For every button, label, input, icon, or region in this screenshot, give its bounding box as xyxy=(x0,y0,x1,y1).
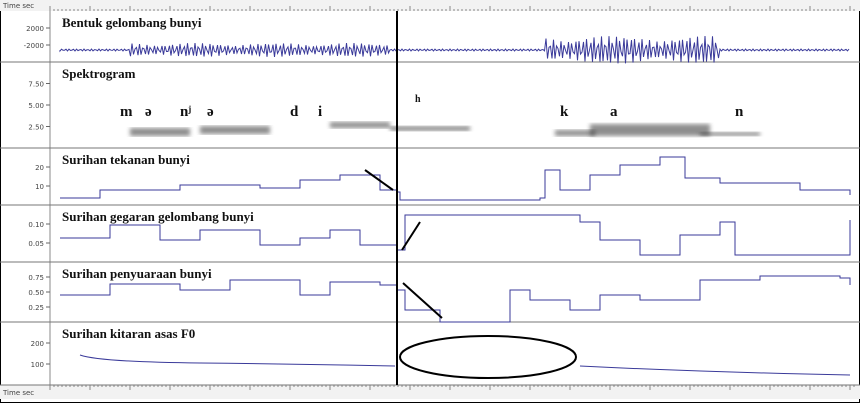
spectro-energy xyxy=(390,126,470,131)
y-label: 0.50 xyxy=(28,289,44,297)
y-label: 200 xyxy=(31,340,44,348)
segment-label: i xyxy=(318,104,322,120)
bottom-ruler xyxy=(0,385,860,399)
panel-title: Surihan tekanan bunyi xyxy=(62,152,190,167)
top-ruler xyxy=(0,0,860,11)
panel-title: Surihan gegaran gelombang bunyi xyxy=(62,209,254,224)
y-label: 0.25 xyxy=(28,304,44,312)
spectro-energy xyxy=(590,124,710,136)
waveform xyxy=(59,35,850,64)
segment-label: n xyxy=(735,104,744,120)
segment-label: h xyxy=(415,94,421,105)
panel-title: Bentuk gelombang bunyi xyxy=(62,15,202,30)
y-label: 0.75 xyxy=(28,274,44,282)
y-label: 2.50 xyxy=(28,124,44,132)
panel-title: Surihan kitaran asas F0 xyxy=(62,326,195,341)
segment-label: nʲ xyxy=(180,104,191,120)
segment-label: m xyxy=(120,104,133,120)
y-label: 100 xyxy=(31,361,44,369)
segment-label: a xyxy=(610,104,618,120)
intensity-curve xyxy=(60,156,851,201)
segment-label: k xyxy=(560,104,569,120)
voicing-curve xyxy=(60,275,851,323)
y-label: 2000 xyxy=(26,25,44,33)
spectro-energy xyxy=(200,126,270,134)
annotation-line xyxy=(402,282,443,319)
segment-label: ə xyxy=(207,104,214,120)
time-label: Time sec xyxy=(2,2,34,10)
spectro-energy xyxy=(330,122,390,128)
f0-curve xyxy=(79,354,851,376)
panel-title: Spektrogram xyxy=(62,66,136,81)
segment-label: d xyxy=(290,104,299,120)
spectro-energy xyxy=(555,130,595,136)
panels: Bentuk gelombang bunyi 2000 -2000 Spektrogr… xyxy=(0,11,860,386)
y-label: 0.05 xyxy=(28,240,44,248)
spectro-energy xyxy=(130,128,190,136)
annotation-line xyxy=(364,169,394,191)
jitter-curve xyxy=(60,214,851,256)
time-label: Time sec xyxy=(2,389,34,397)
y-label: 0.10 xyxy=(28,221,44,229)
annotation-ellipse xyxy=(399,335,577,379)
y-label: 7.50 xyxy=(28,81,44,89)
annotation-line xyxy=(401,221,421,251)
segment-label: ə xyxy=(145,104,152,120)
y-label: -2000 xyxy=(24,42,44,50)
panel-title: Surihan penyuaraan bunyi xyxy=(62,266,212,281)
spectro-energy xyxy=(700,132,760,136)
y-label: 10 xyxy=(35,183,44,191)
y-label: 20 xyxy=(35,164,44,172)
y-label: 5.00 xyxy=(28,102,44,110)
